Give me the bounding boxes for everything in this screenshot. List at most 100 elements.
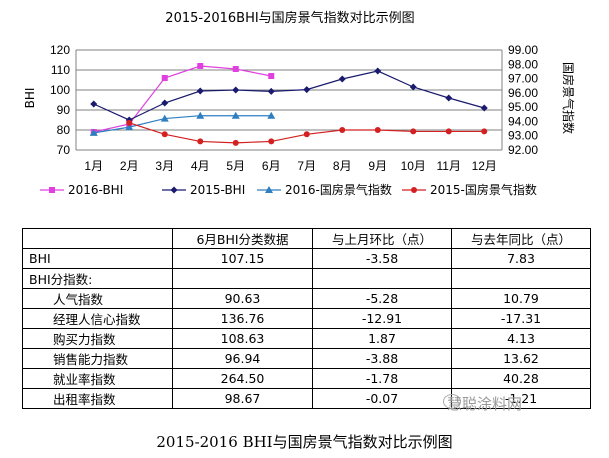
table-row: 出租率指数 98.67 -0.07 -1.21 — [22, 388, 591, 409]
data-point — [231, 111, 240, 119]
yoy-change-cell: 40.28 — [451, 368, 591, 389]
data-point — [445, 94, 453, 102]
mom-change-cell: -12.91 — [312, 308, 452, 329]
yoy-change-cell: -17.31 — [451, 308, 591, 329]
watermark-logo-icon — [443, 394, 461, 409]
june-value-cell: 107.15 — [172, 248, 313, 269]
table-row: 购买力指数 108.63 1.87 4.13 — [22, 328, 591, 349]
june-value-cell: 90.63 — [172, 288, 313, 309]
table-header-row: 6月BHI分类数据 与上月环比（点） 与去年同比（点） — [22, 228, 591, 249]
series-line — [93, 70, 485, 121]
y2-tick-label: 96.00 — [508, 86, 538, 100]
series-line — [93, 65, 272, 133]
row-label: 人气指数 — [22, 288, 173, 309]
data-point — [267, 87, 275, 95]
mom-change-cell: -1.78 — [312, 368, 452, 389]
yoy-change-cell: 7.83 — [451, 248, 591, 269]
yoy-change-cell: 10.79 — [451, 288, 591, 309]
bhi-line-chart: 2015-2016BHI与国房景气指数对比示例图 BHI 国房景气指数 120 1… — [23, 10, 576, 197]
data-point — [160, 114, 169, 122]
data-point — [338, 75, 346, 83]
yoy-change-cell: 13.62 — [451, 348, 591, 369]
y2-tick-label: 95.00 — [508, 100, 538, 114]
data-point — [374, 67, 382, 75]
series-group — [90, 63, 275, 135]
row-label: BHI分指数: — [22, 268, 173, 289]
y2-axis-title: 国房景气指数 — [561, 62, 576, 134]
data-point — [265, 186, 273, 193]
legend-item: 2015-BHI — [162, 183, 245, 197]
june-value-cell: 96.94 — [172, 348, 313, 369]
data-point — [126, 119, 133, 126]
mom-change-cell: -3.58 — [312, 248, 452, 269]
legend-label: 2016-国房景气指数 — [285, 182, 392, 197]
series-line — [93, 115, 272, 134]
x-tick-label: 7月 — [297, 159, 316, 173]
table-header-cell: 与上月环比（点） — [312, 228, 452, 249]
mom-change-cell: 1.87 — [312, 328, 452, 349]
data-point — [480, 104, 488, 112]
table-header-cell: 与去年同比（点） — [451, 228, 591, 249]
data-point — [49, 187, 55, 193]
figure-caption: 2015-2016 BHI与国房景气指数对比示例图 — [156, 433, 453, 451]
y2-tick-label: 93.00 — [508, 129, 538, 143]
row-label: 出租率指数 — [22, 388, 173, 409]
data-point — [125, 123, 134, 131]
data-point — [410, 128, 417, 135]
yoy-change-cell: -1.21 — [451, 388, 591, 409]
table-row: 人气指数 90.63 -5.28 10.79 — [22, 288, 591, 309]
y-axis-title: BHI — [23, 88, 37, 109]
june-value-cell: 108.63 — [172, 328, 313, 349]
table-row: 销售能力指数 96.94 -3.88 13.62 — [22, 348, 591, 369]
y2-tick-label: 99.00 — [508, 43, 538, 57]
mom-change-cell: -0.07 — [312, 388, 452, 409]
y2-tick-label: 92.00 — [508, 143, 538, 157]
data-point — [374, 127, 381, 133]
legend-item: 2015-国房景气指数 — [402, 182, 537, 197]
y2-tick-label: 94.00 — [508, 114, 538, 128]
data-point — [161, 131, 168, 138]
watermark-text: 慧聪涂料网 — [447, 395, 523, 413]
data-point — [197, 63, 204, 69]
data-point — [232, 86, 240, 94]
data-point — [161, 99, 169, 107]
data-point — [267, 111, 276, 119]
legend-label: 2015-国房景气指数 — [430, 182, 537, 197]
y-tick-label: 110 — [51, 63, 70, 77]
yoy-change-cell — [451, 268, 591, 289]
row-label: BHI — [22, 248, 173, 269]
data-point — [232, 139, 239, 146]
y2-tick-label: 97.00 — [508, 72, 538, 86]
y2-tick-label: 98.00 — [508, 57, 538, 71]
x-tick-label: 5月 — [226, 159, 245, 173]
table-row: BHI分指数: — [22, 268, 591, 289]
data-point — [303, 86, 311, 94]
data-point — [445, 128, 452, 135]
june-value-cell: 98.67 — [172, 388, 313, 409]
y-tick-label: 80 — [57, 123, 71, 137]
legend-item: 2016-BHI — [40, 183, 123, 197]
table-row: 经理人信心指数 136.76 -12.91 -17.31 — [22, 308, 591, 329]
x-tick-label: 2月 — [120, 159, 139, 173]
data-point — [196, 111, 205, 119]
series-group — [90, 67, 488, 124]
x-tick-label: 4月 — [191, 159, 210, 173]
y-tick-label: 100 — [50, 83, 70, 97]
table-row: 就业率指数 264.50 -1.78 40.28 — [22, 368, 591, 389]
x-tick-label: 9月 — [368, 159, 387, 173]
june-value-cell — [172, 268, 313, 289]
x-tick-label: 11月 — [437, 159, 461, 173]
mom-change-cell: -5.28 — [312, 288, 452, 309]
data-point — [481, 128, 488, 135]
data-point — [232, 66, 239, 72]
y-tick-label: 70 — [57, 143, 71, 157]
series-group — [89, 111, 276, 136]
x-tick-label: 12月 — [472, 159, 497, 173]
data-point — [161, 75, 168, 81]
data-point — [89, 128, 98, 136]
legend-label: 2016-BHI — [68, 183, 123, 197]
bhi-data-table: 6月BHI分类数据 与上月环比（点） 与去年同比（点） BHI 107.15 -3.… — [22, 228, 591, 409]
table-header-cell — [22, 228, 173, 249]
data-point — [303, 131, 310, 138]
mom-change-cell: -3.88 — [312, 348, 452, 369]
